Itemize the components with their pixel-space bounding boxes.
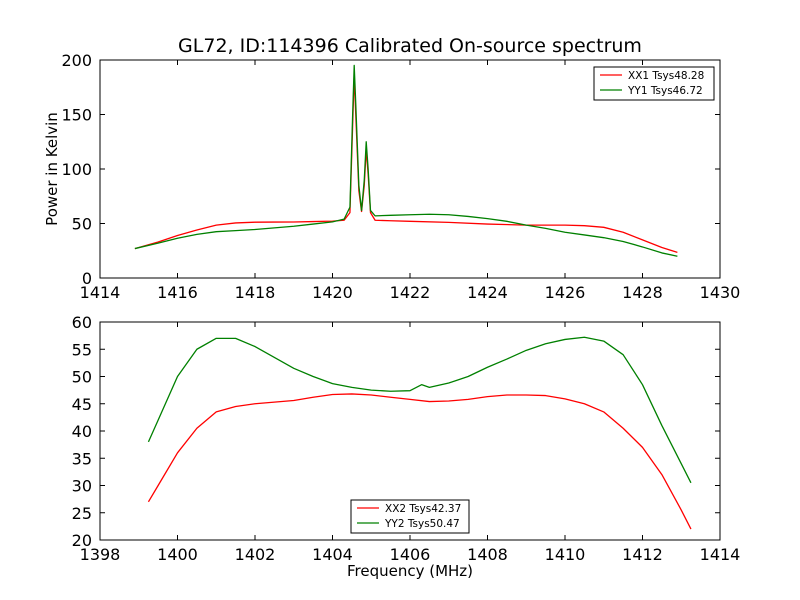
x-tick-label: 1418: [235, 283, 276, 302]
y-tick-label: 40: [72, 422, 92, 441]
x-tick-label: 1400: [157, 545, 198, 564]
y-tick-label: 55: [72, 340, 92, 359]
x-tick-label: 1408: [467, 545, 508, 564]
x-tick-label: 1398: [80, 545, 121, 564]
series-line-1: [134, 64, 678, 257]
x-tick-label: 1414: [700, 545, 741, 564]
y-tick-label: 0: [82, 269, 92, 288]
x-tick-label: 1424: [467, 283, 508, 302]
series-line-0: [134, 74, 678, 253]
y-tick-label: 45: [72, 395, 92, 414]
x-tick-label: 1414: [80, 283, 121, 302]
y-tick-label: 200: [61, 51, 92, 70]
y-tick-label: 50: [72, 368, 92, 387]
x-tick-label: 1410: [545, 545, 586, 564]
legend-box: [350, 499, 470, 534]
chart-top: GL72, ID:114396 Calibrated On-source spe…: [43, 35, 740, 302]
x-tick-label: 1402: [235, 545, 276, 564]
y-tick-label: 20: [72, 531, 92, 550]
x-tick-label: 1412: [622, 545, 663, 564]
y-tick-label: 35: [72, 449, 92, 468]
x-tick-label: 1422: [390, 283, 431, 302]
series-line-1: [147, 336, 692, 484]
x-tick-label: 1406: [390, 545, 431, 564]
legend-label-1: YY2 Tsys50.47: [384, 518, 460, 530]
x-tick-label: 1420: [312, 283, 353, 302]
x-axis-label: Frequency (MHz): [347, 562, 473, 580]
y-tick-label: 100: [61, 160, 92, 179]
y-tick-label: 150: [61, 106, 92, 125]
y-tick-label: 25: [72, 504, 92, 523]
x-tick-label: 1430: [700, 283, 741, 302]
chart-bottom: 1398 1400 1402 1404 1406 1408 1410 1412 1414 20 25…: [72, 313, 741, 580]
y-tick-label: 50: [72, 215, 92, 234]
x-tick-label: 1426: [545, 283, 586, 302]
y-tick-label: 30: [72, 477, 92, 496]
legend-label-0: XX2 Tsys42.37: [385, 503, 461, 515]
chart-title: GL72, ID:114396 Calibrated On-source spe…: [178, 35, 642, 57]
x-tick-label: 1404: [312, 545, 353, 564]
y-tick-label: 60: [72, 313, 92, 332]
legend-box: [593, 66, 715, 101]
legend-label-1: YY1 Tsys46.72: [627, 85, 703, 97]
series-line-0: [147, 393, 692, 530]
x-tick-label: 1416: [157, 283, 198, 302]
legend-label-0: XX1 Tsys48.28: [628, 70, 704, 82]
x-tick-label: 1428: [622, 283, 663, 302]
y-axis-label: Power in Kelvin: [43, 112, 61, 226]
